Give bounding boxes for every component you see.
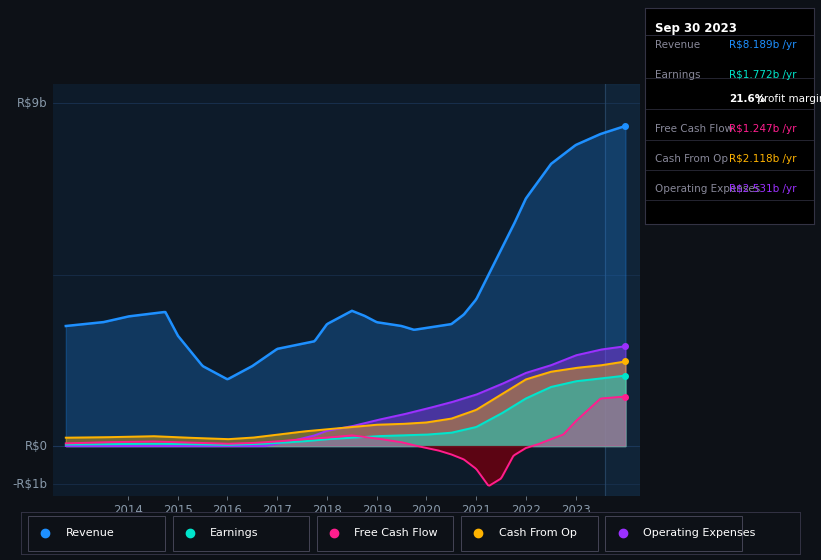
Text: Free Cash Flow: Free Cash Flow: [655, 124, 733, 134]
Text: Free Cash Flow: Free Cash Flow: [355, 529, 438, 538]
Text: 21.6%: 21.6%: [730, 94, 766, 104]
Text: Cash From Op: Cash From Op: [655, 154, 728, 164]
Text: R$8.189b /yr: R$8.189b /yr: [730, 40, 797, 50]
Text: Earnings: Earnings: [655, 70, 701, 80]
Text: Operating Expenses: Operating Expenses: [643, 529, 755, 538]
Text: R$2.118b /yr: R$2.118b /yr: [730, 154, 797, 164]
Bar: [604, 84, 640, 496]
Text: Sep 30 2023: Sep 30 2023: [655, 22, 737, 35]
Text: Cash From Op: Cash From Op: [498, 529, 576, 538]
Text: Revenue: Revenue: [655, 40, 700, 50]
Text: R$1.247b /yr: R$1.247b /yr: [730, 124, 797, 134]
Text: R$9b: R$9b: [17, 96, 48, 110]
Text: Revenue: Revenue: [66, 529, 114, 538]
Text: profit margin: profit margin: [754, 94, 821, 104]
Text: Earnings: Earnings: [210, 529, 259, 538]
Text: R$2.531b /yr: R$2.531b /yr: [730, 184, 797, 194]
Text: -R$1b: -R$1b: [12, 478, 48, 491]
Text: Operating Expenses: Operating Expenses: [655, 184, 760, 194]
Text: R$1.772b /yr: R$1.772b /yr: [730, 70, 797, 80]
Text: R$0: R$0: [25, 440, 48, 452]
